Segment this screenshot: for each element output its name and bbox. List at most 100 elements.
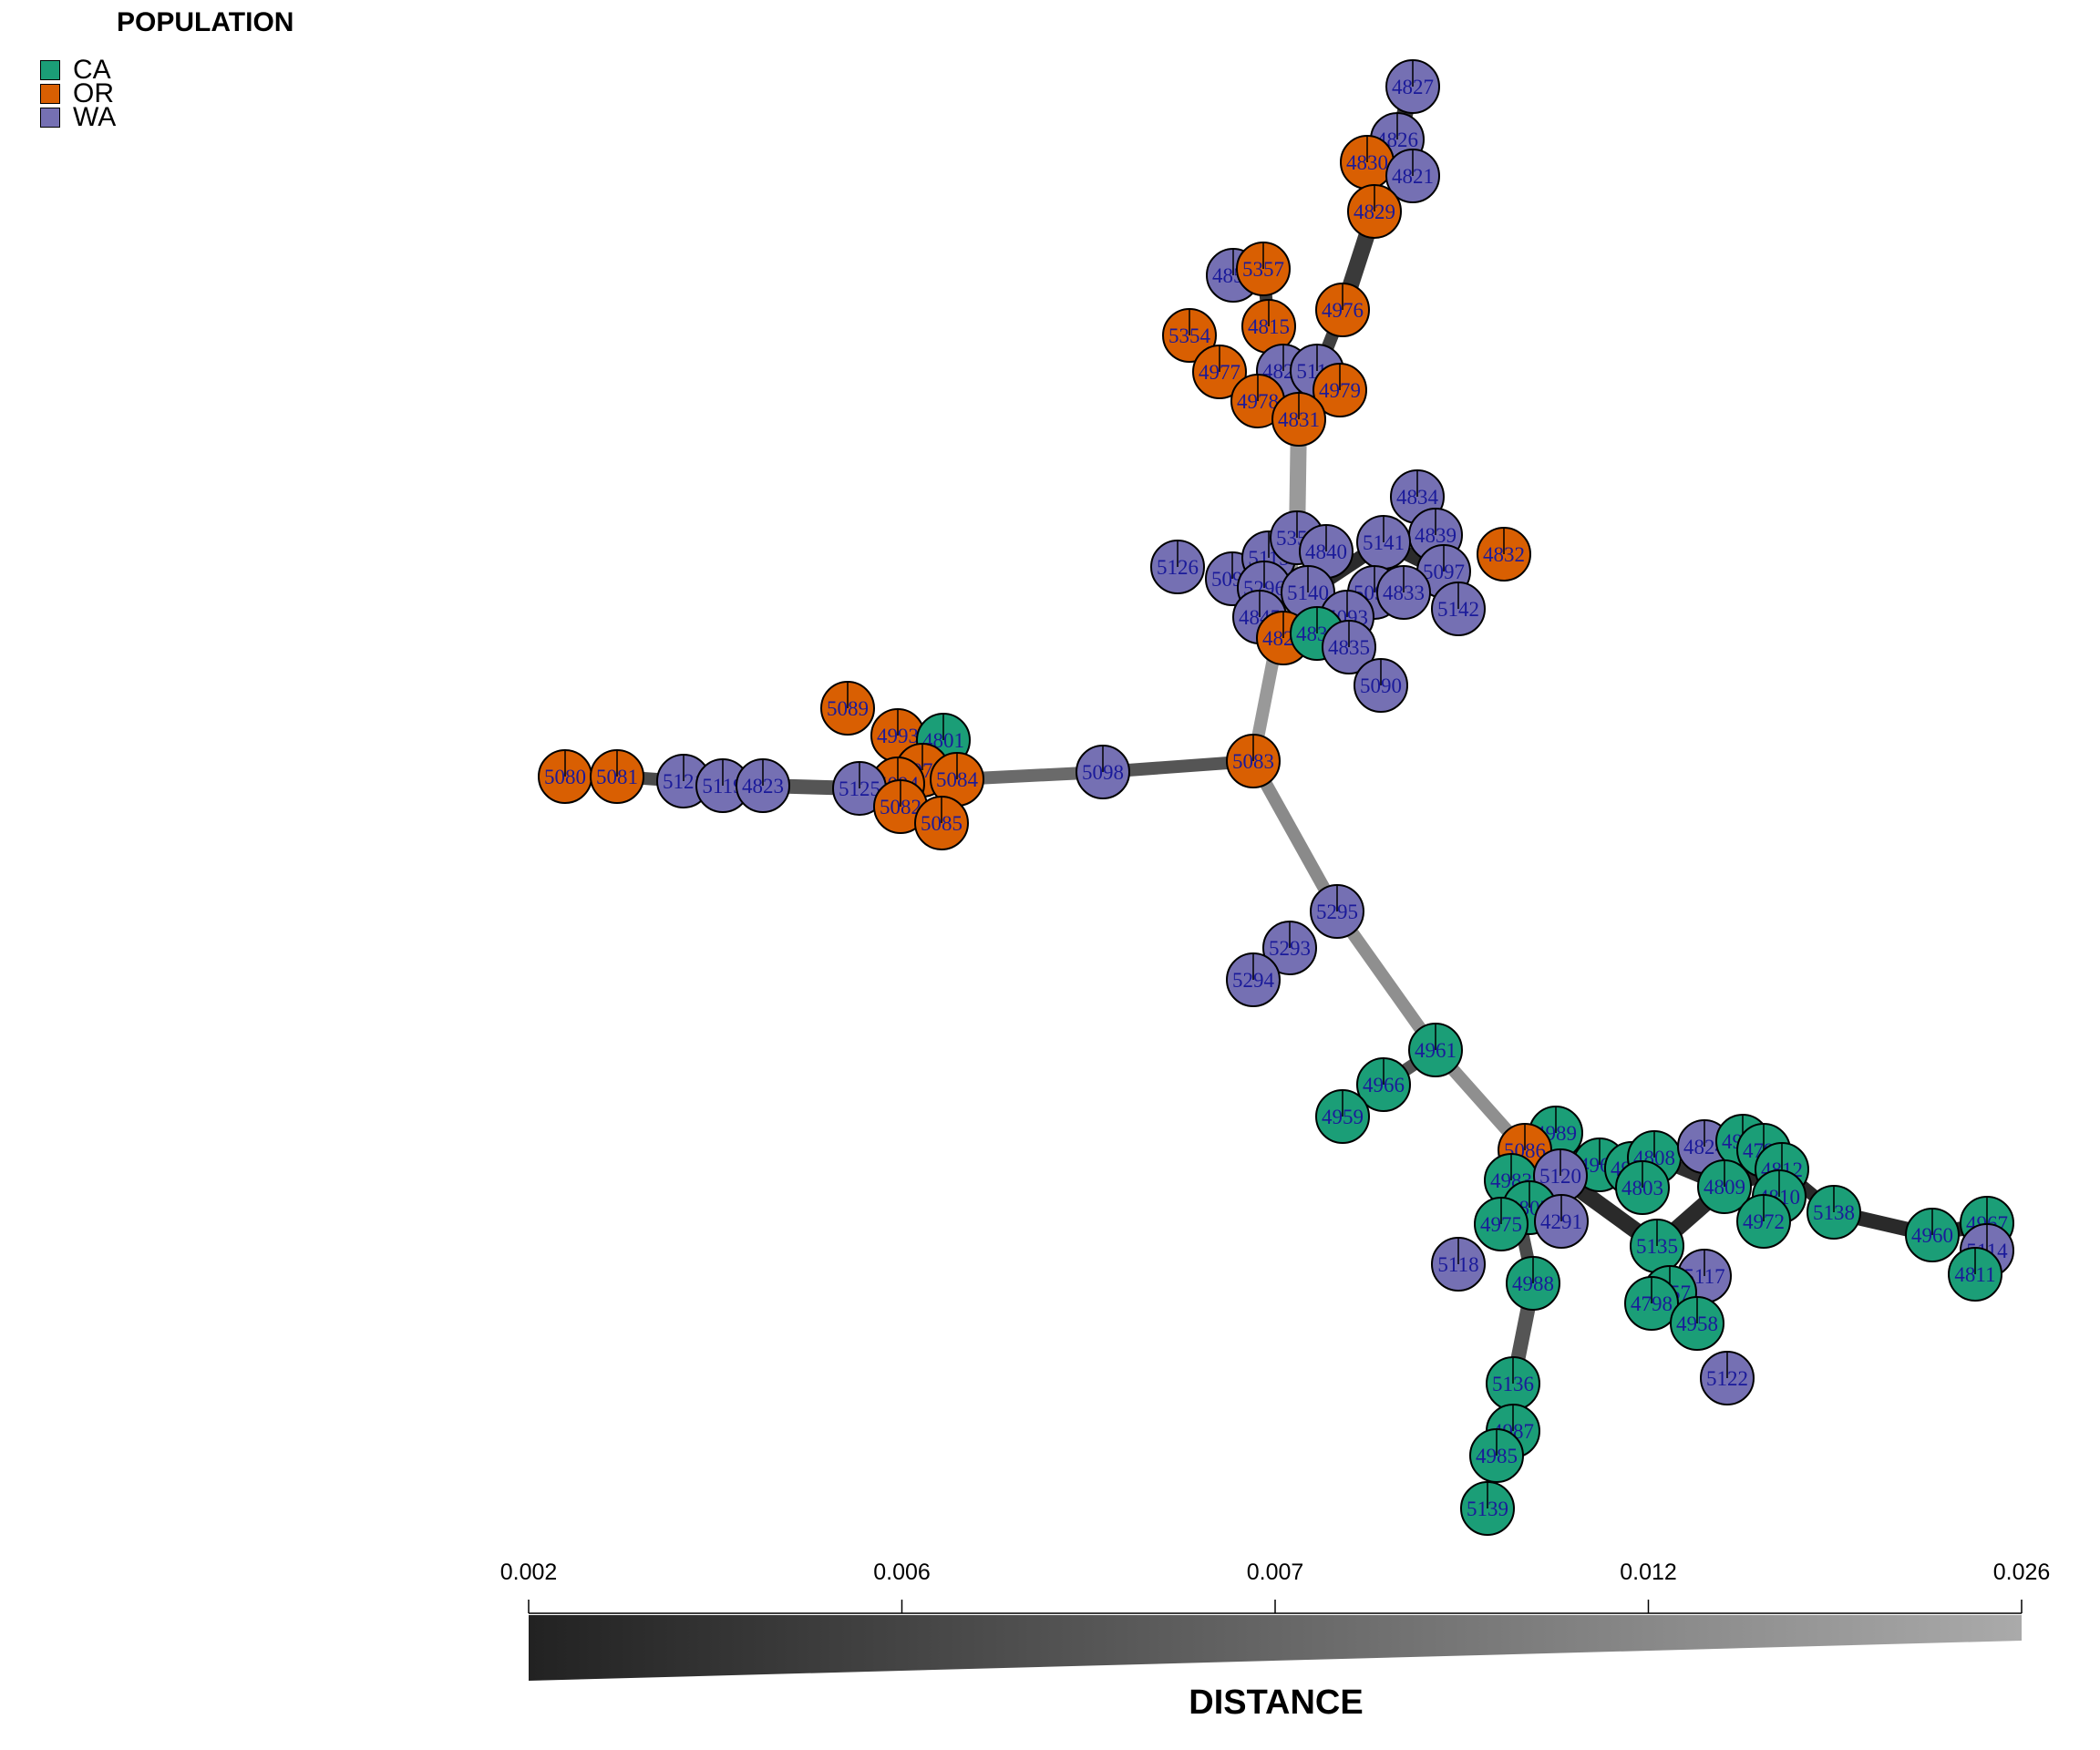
node-label: 5139 [1467,1498,1508,1520]
node-5082: 5082 [873,779,928,834]
node-label: 5089 [827,697,869,720]
node-5125: 5125 [832,761,887,816]
node-label: 4977 [1199,361,1240,384]
node-label: 4958 [1676,1312,1718,1335]
node-5098: 5098 [1076,745,1130,799]
node-label: 5118 [1437,1253,1478,1276]
node-label: 5085 [921,812,962,835]
node-4966: 4966 [1356,1057,1411,1112]
scale-tick-label: 0.026 [1993,1560,2051,1585]
node-label: 4798 [1631,1292,1673,1315]
node-4960: 4960 [1905,1208,1960,1262]
node-label: 4821 [1392,165,1434,188]
legend-label-wa: WA [73,102,117,132]
node-label: 5097 [1423,561,1465,583]
node-5083: 5083 [1226,734,1281,788]
node-label: 4834 [1396,486,1439,509]
node-label: 4978 [1237,390,1279,413]
node-label: 5126 [1157,556,1199,579]
node-label: 4833 [1383,582,1425,604]
edge-5295-4961 [1332,907,1441,1055]
scale-tick-label: 0.006 [873,1560,931,1585]
node-5354: 5354 [1162,308,1217,363]
node-5295: 5295 [1310,884,1364,939]
node-5085: 5085 [914,796,969,850]
scale-tick-label: 0.002 [500,1560,558,1585]
node-4803: 4803 [1615,1160,1670,1215]
node-4976: 4976 [1315,283,1370,337]
node-4827: 4827 [1385,59,1440,114]
node-5135: 5135 [1630,1219,1684,1273]
node-4975: 4975 [1474,1197,1529,1251]
node-label: 5141 [1363,531,1405,554]
node-label: 4972 [1743,1210,1785,1233]
node-4958: 4958 [1670,1296,1724,1351]
node-4831: 4831 [1271,392,1326,447]
scale-tick-label: 0.012 [1620,1560,1677,1585]
node-4977: 4977 [1192,345,1247,399]
node-label: 5081 [596,766,638,788]
legend-title: POPULATION [117,7,294,37]
node-4798: 4798 [1624,1276,1679,1331]
legend-item-or: OR [40,78,116,108]
node-label: 4291 [1540,1210,1582,1233]
node-label: 5082 [880,796,921,818]
node-label: 4809 [1704,1176,1745,1199]
node-label: 4966 [1363,1074,1405,1096]
node-5136: 5136 [1486,1356,1540,1411]
node-4809: 4809 [1697,1159,1752,1214]
node-label: 5354 [1168,324,1211,347]
node-label: 4839 [1415,524,1457,547]
legend-item-wa: WA [40,102,117,132]
node-5089: 5089 [820,681,875,736]
node-label: 5357 [1242,258,1284,281]
legend-swatch-wa [40,108,60,128]
node-label: 5295 [1316,901,1358,923]
node-4811: 4811 [1948,1247,2002,1302]
node-5142: 5142 [1431,582,1486,636]
node-label: 5125 [839,777,880,800]
legend-item-ca: CA [40,55,116,85]
node-4833: 4833 [1376,565,1431,620]
node-4988: 4988 [1506,1256,1560,1311]
node-label: 5080 [544,766,586,788]
node-label: 4960 [1911,1224,1953,1247]
node-4972: 4972 [1736,1194,1791,1249]
node-label: 5140 [1287,582,1329,604]
node-label: 4975 [1480,1213,1522,1236]
node-5090: 5090 [1354,658,1408,713]
node-label: 4988 [1512,1272,1554,1295]
node-label: 4840 [1305,540,1347,563]
node-label: 4961 [1415,1039,1457,1062]
node-label: 4830 [1346,151,1388,174]
node-label: 4832 [1483,543,1525,566]
legend-label-ca: CA [73,55,111,85]
node-label: 5293 [1269,937,1311,960]
population-legend: CA OR WA [40,55,117,132]
node-4978: 4978 [1230,374,1285,428]
distance-title: DISTANCE [1189,1683,1364,1722]
node-label: 5142 [1437,598,1479,621]
node-label: 5083 [1232,750,1274,773]
node-label: 5136 [1492,1373,1534,1395]
distance-scale: 0.002 0.006 0.007 0.012 0.026 [500,1560,2051,1681]
node-4291: 4291 [1534,1194,1589,1249]
node-label: 5294 [1232,969,1275,992]
node-4835: 4835 [1322,620,1376,674]
node-5139: 5139 [1460,1481,1515,1536]
node-label: 5090 [1360,674,1402,697]
node-5293: 5293 [1262,921,1317,975]
node-label: 4979 [1319,379,1361,402]
legend-swatch-or [40,84,60,104]
node-4985: 4985 [1469,1428,1524,1483]
legend-label-or: OR [73,78,114,108]
node-4979: 4979 [1312,363,1367,417]
node-label: 4959 [1322,1106,1364,1128]
node-5118: 5118 [1431,1237,1486,1292]
node-4959: 4959 [1315,1089,1370,1144]
node-4823: 4823 [736,758,790,813]
node-label: 4811 [1954,1263,1995,1286]
node-5140: 5140 [1281,565,1335,620]
